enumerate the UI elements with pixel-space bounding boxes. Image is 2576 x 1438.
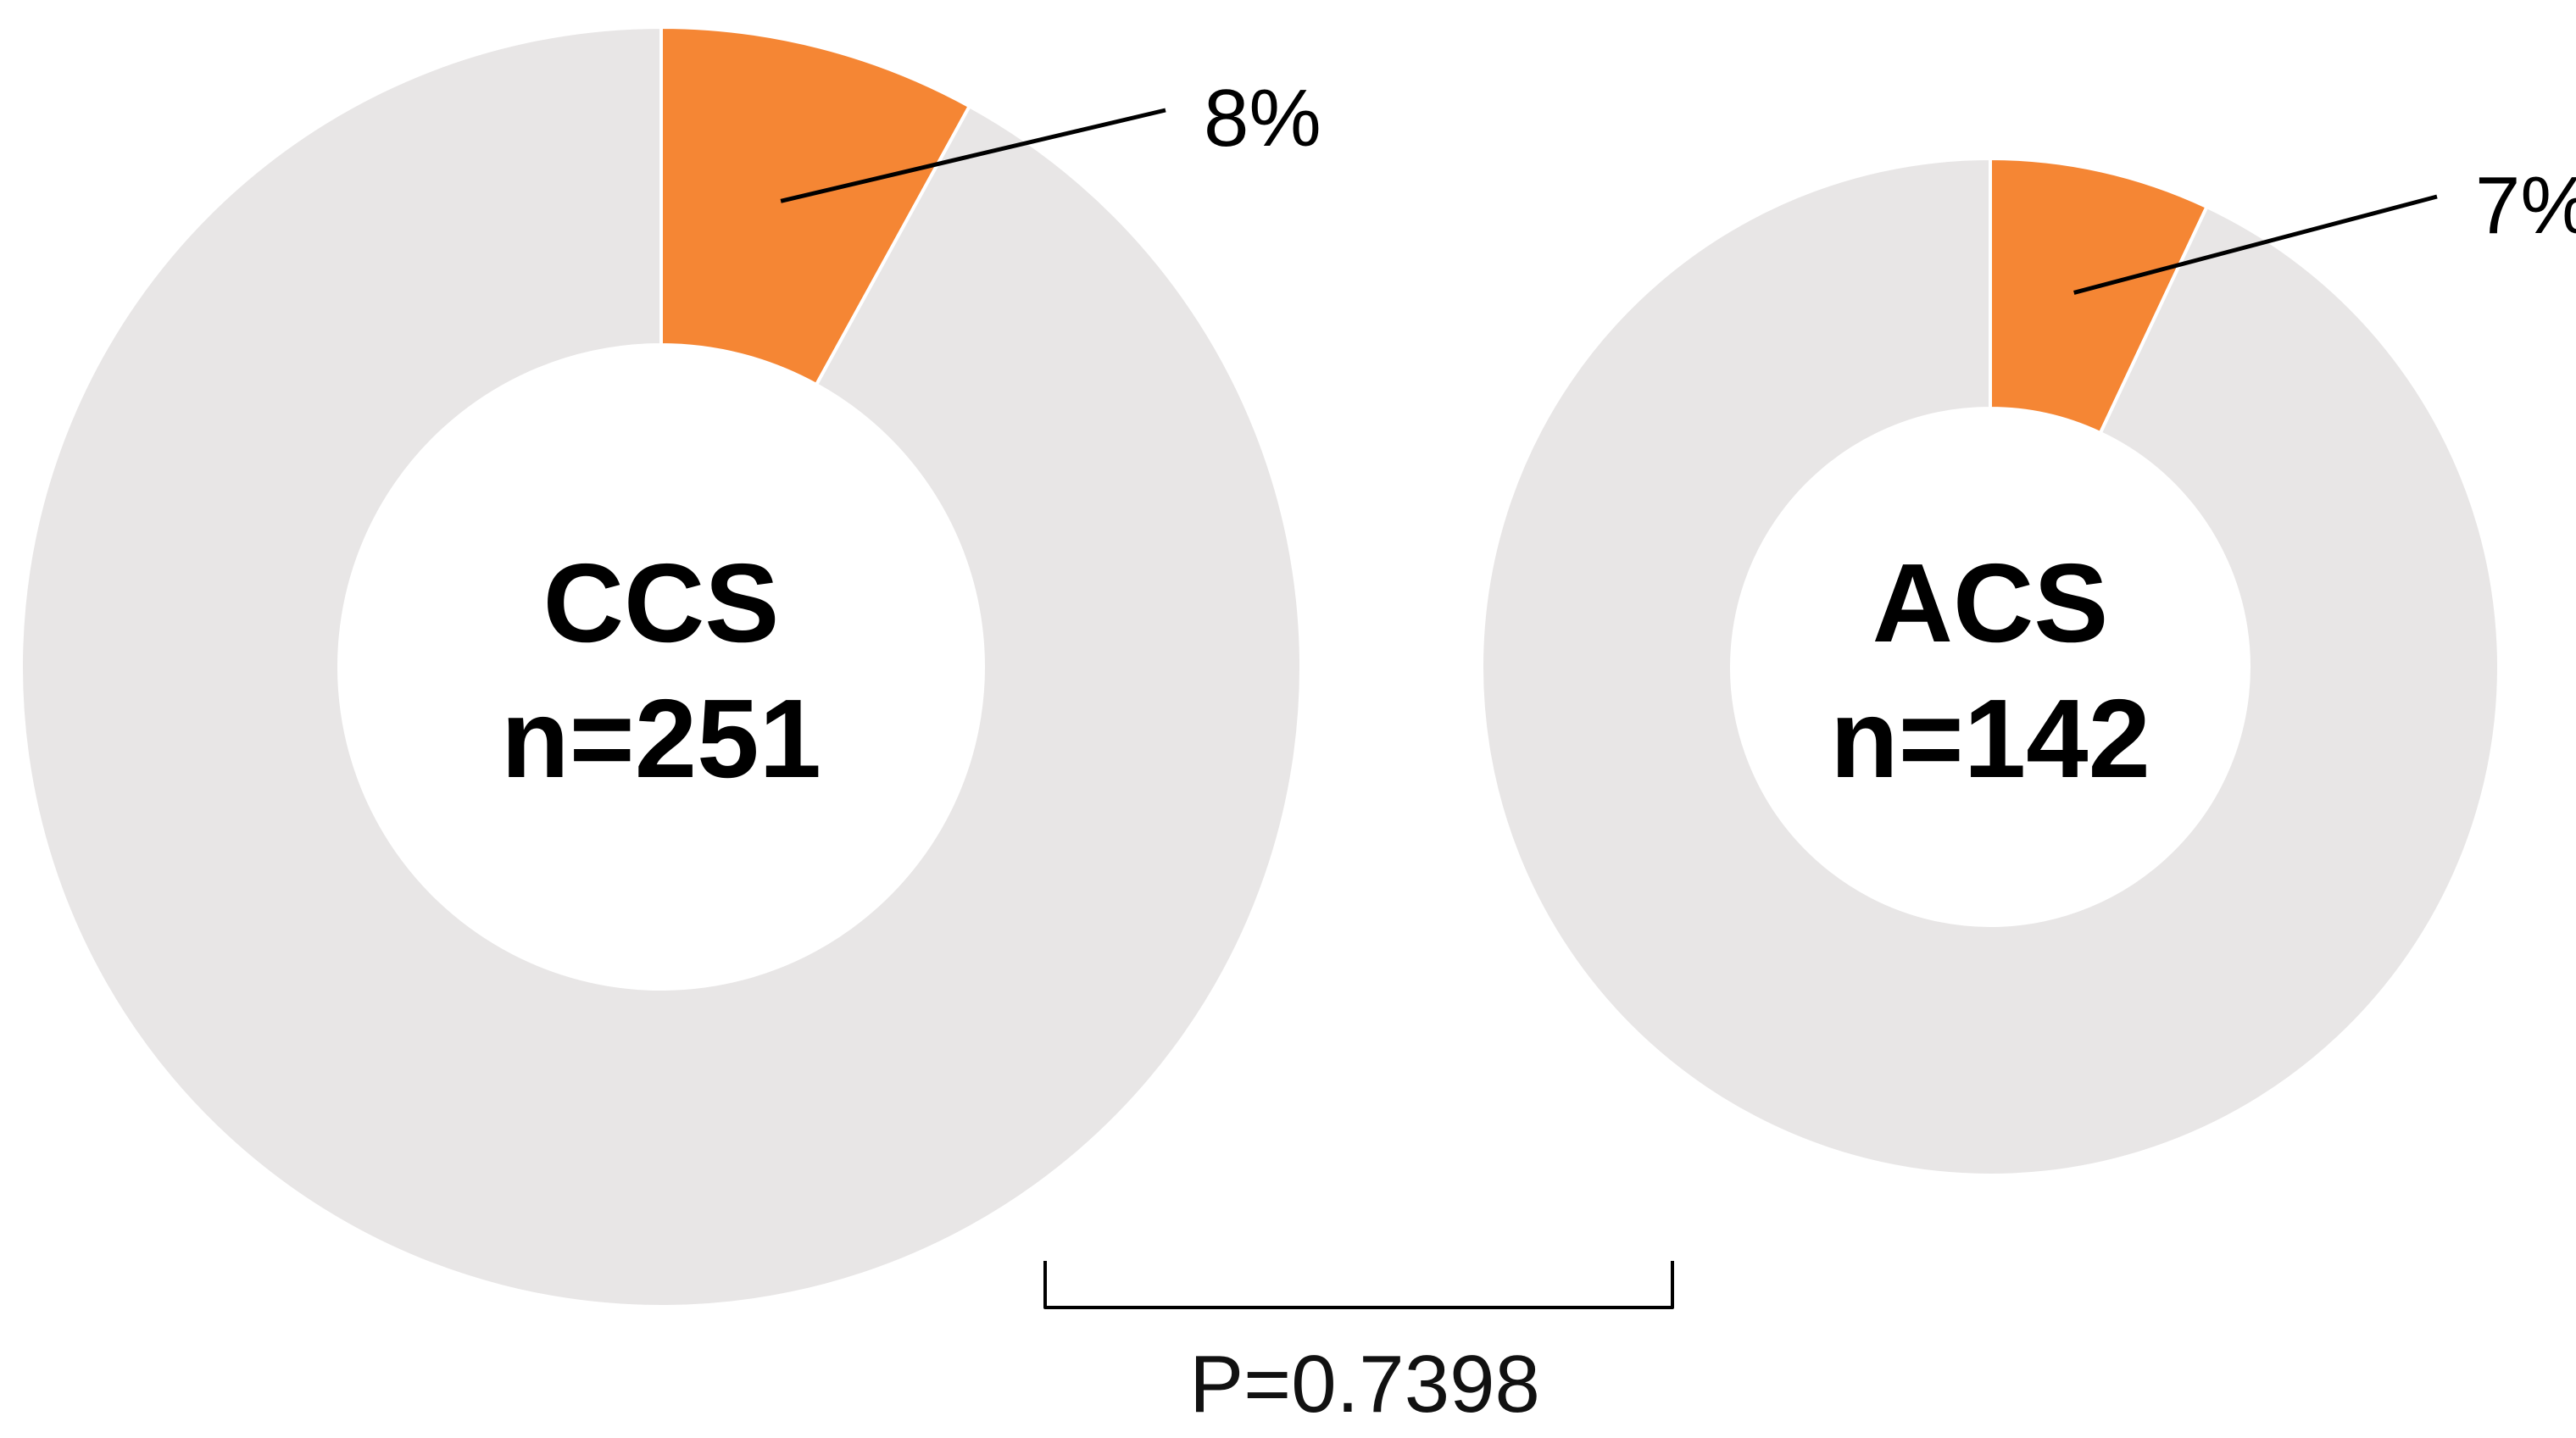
ccs-remainder-slice <box>19 25 1303 1308</box>
ccs-group-label: CCS <box>543 541 780 665</box>
acs-group-label: ACS <box>1872 541 2109 665</box>
ccs-percent-label: 8% <box>1204 73 1321 164</box>
acs-sample-size-label: n=142 <box>1830 676 2150 801</box>
comparison-bracket <box>1043 1261 1674 1309</box>
ccs-sample-size-label: n=251 <box>501 676 821 801</box>
acs-donut-slices <box>1480 156 2501 1177</box>
ccs-leader-line <box>780 108 1166 203</box>
ccs-donut-slices <box>19 25 1303 1308</box>
acs-donut-chart: 7% ACS n=142 <box>1480 156 2576 1177</box>
acs-leader-line <box>2073 194 2438 295</box>
ccs-donut-chart: 8% CCS n=251 <box>19 25 1321 1308</box>
p-value-label: P=0.7398 <box>1189 1339 1540 1430</box>
ccs-highlight-slice <box>659 25 972 387</box>
acs-remainder-slice <box>1480 156 2501 1177</box>
acs-percent-label: 7% <box>2475 160 2576 251</box>
